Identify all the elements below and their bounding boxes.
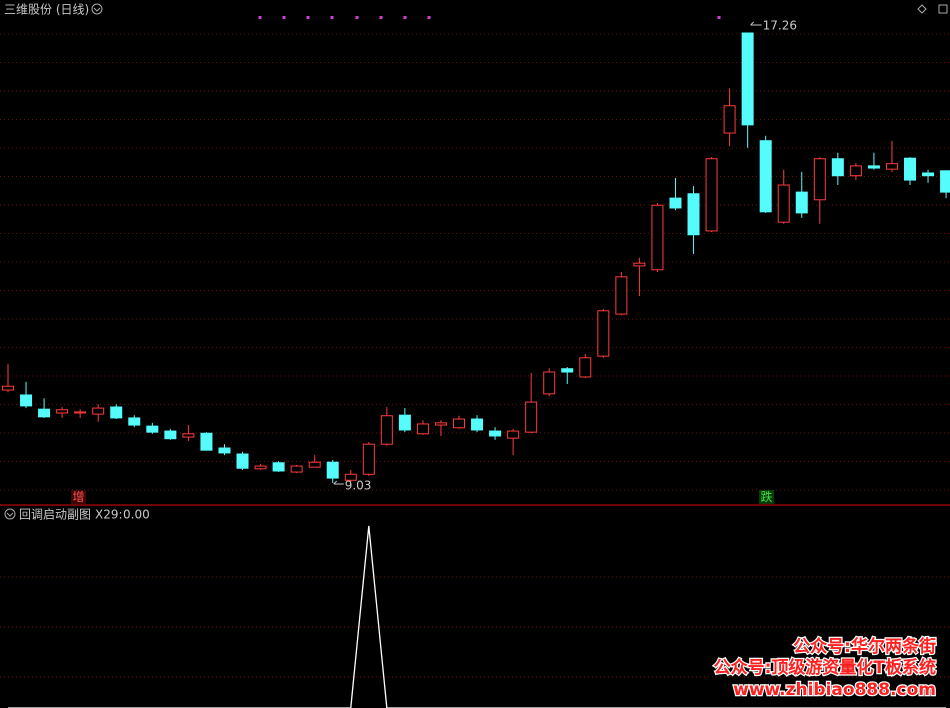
candle-body (272, 462, 285, 472)
signal-label: 增 (72, 490, 84, 504)
candle-body (615, 276, 628, 315)
signal-dot (282, 16, 286, 19)
candle-body (489, 430, 502, 437)
candle-body (2, 385, 14, 391)
candle-body (651, 204, 664, 271)
candle-body (705, 158, 718, 232)
candle-body (92, 407, 105, 415)
signal-box (759, 490, 774, 504)
candle-body (236, 453, 249, 469)
diamond-icon[interactable] (917, 4, 927, 14)
candle-body (200, 432, 213, 451)
candle-body (940, 170, 950, 193)
leader (333, 480, 344, 485)
leader (750, 21, 762, 26)
signal-dot (306, 16, 310, 19)
candle-body (218, 447, 231, 454)
candle-body (434, 422, 447, 426)
candle-body (885, 163, 898, 170)
signal-dot (403, 16, 407, 19)
candle-body (344, 473, 357, 481)
sub-title: 回调启动副图 (19, 508, 91, 522)
candle-body (813, 158, 826, 201)
signal-dot (355, 16, 359, 19)
candle-body (904, 157, 916, 181)
candle-body (416, 423, 429, 435)
candle-body (380, 415, 393, 445)
candle-body (20, 394, 33, 407)
signal-dot (330, 16, 334, 19)
high-label: 17.26 (763, 19, 797, 33)
menu-icon[interactable] (4, 508, 16, 520)
candle-body (759, 140, 772, 213)
watermark: 公众号:顶级游资量化T板系统 (714, 657, 936, 678)
candle-body (777, 184, 790, 223)
candle-body (182, 433, 195, 438)
candle-body (398, 414, 411, 431)
menu-icon-arrow (93, 7, 101, 12)
candle-body (543, 371, 556, 395)
signal-dots (258, 16, 721, 19)
signal-box (71, 490, 86, 504)
candle-body (164, 430, 177, 440)
candle-body (723, 105, 736, 134)
candle-body (110, 406, 123, 419)
watermark: 公众号:华尔两条街 (793, 636, 936, 657)
low-label: 9.03 (345, 479, 372, 493)
candle-body (597, 310, 610, 357)
candle-body (579, 357, 592, 378)
candle-body (254, 465, 267, 470)
candle-body (633, 262, 646, 267)
candle-body (507, 430, 520, 439)
candle-body (741, 32, 754, 126)
signal-dot (379, 16, 383, 19)
candle-body (146, 425, 159, 433)
candle-body (795, 191, 808, 214)
signal-dot (717, 16, 721, 19)
legend-value: 0.00 (123, 508, 150, 522)
candle-body (687, 193, 700, 236)
menu-icon[interactable] (91, 3, 103, 15)
candle-body (38, 408, 51, 418)
candle-body (525, 401, 538, 433)
legend-name: X29: (95, 508, 123, 522)
main-title: 三维股份 (日线) (4, 3, 89, 17)
candle-body (326, 461, 339, 479)
candle-body (74, 411, 87, 414)
candle-body (56, 409, 69, 414)
candle-body (849, 165, 862, 177)
watermark: www.zhibiao888.com (733, 680, 936, 700)
candle-body (128, 417, 141, 426)
signal-dot (427, 16, 431, 19)
candle-body (561, 368, 574, 373)
candle-body (831, 158, 844, 177)
candle-body (308, 461, 321, 468)
signal-dot (258, 16, 262, 19)
candle-body (362, 443, 375, 475)
candle-body (290, 465, 303, 473)
candle-body (471, 418, 484, 431)
candle-body (669, 197, 682, 209)
candle-body (453, 418, 465, 429)
candle-body (922, 172, 935, 177)
candle-body (867, 165, 880, 169)
menu-icon-arrow (6, 512, 14, 517)
square-icon[interactable] (938, 4, 948, 14)
candles: 17.26 9.03 (2, 19, 950, 493)
signal-label: 跌 (760, 489, 772, 504)
